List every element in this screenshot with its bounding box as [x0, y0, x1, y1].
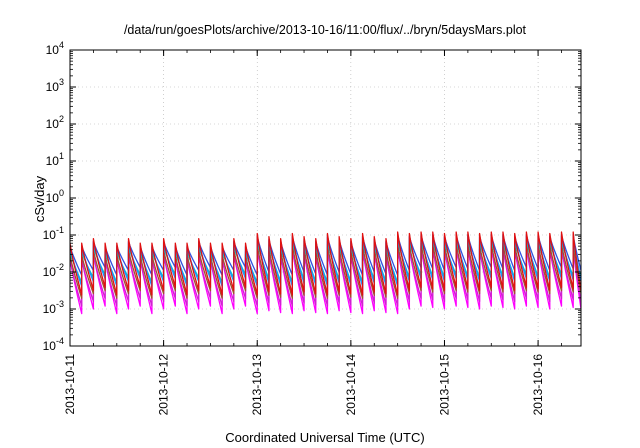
y-tick-label: 100 — [46, 188, 64, 205]
y-tick-label: 101 — [46, 151, 64, 168]
y-tick-label: 103 — [46, 77, 64, 94]
x-axis-title: Coordinated Universal Time (UTC) — [225, 430, 424, 445]
series-layer — [70, 231, 581, 315]
y-tick-labels: 10-4 10-3 10-2 10-1 100 101 102 103 104 — [43, 40, 64, 353]
grid-lines — [69, 50, 581, 346]
x-tick-label: 2013-10-16 — [531, 354, 545, 416]
series-line — [70, 231, 581, 296]
y-tick-label: 104 — [46, 40, 64, 57]
y-axis-title: cSv/day — [32, 175, 47, 222]
y-tick-label: 10-1 — [43, 225, 64, 242]
y-tick-label: 10-3 — [43, 299, 64, 316]
x-tick-label: 2013-10-11 — [63, 354, 77, 415]
x-tick-label: 2013-10-14 — [344, 354, 358, 416]
y-tick-label: 10-4 — [43, 336, 64, 353]
x-tick-label: 2013-10-13 — [250, 354, 264, 416]
x-tick-label: 2013-10-12 — [157, 354, 171, 416]
x-tick-labels: 2013-10-11 2013-10-12 2013-10-13 2013-10-14… — [63, 354, 545, 416]
tick-marks — [69, 49, 581, 347]
chart-title: /data/run/goesPlots/archive/2013-10-16/1… — [124, 23, 527, 37]
y-tick-label: 10-2 — [43, 262, 64, 279]
y-tick-label: 102 — [46, 114, 64, 131]
x-tick-label: 2013-10-15 — [437, 354, 451, 416]
